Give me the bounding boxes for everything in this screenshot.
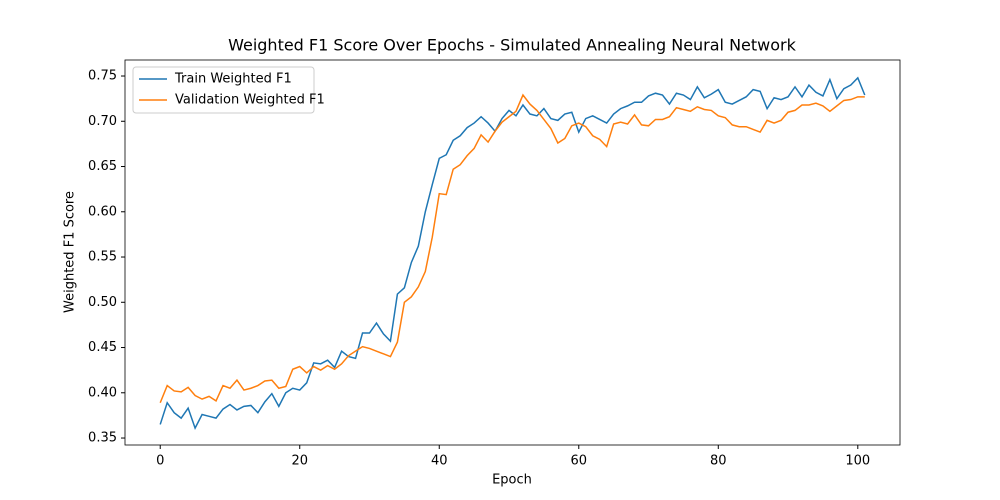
x-axis-label: Epoch bbox=[492, 473, 532, 488]
x-tick-label: 80 bbox=[710, 454, 727, 469]
x-tick-label: 20 bbox=[291, 454, 308, 469]
legend-label: Validation Weighted F1 bbox=[175, 93, 325, 108]
y-tick-label: 0.60 bbox=[88, 204, 117, 219]
y-tick-label: 0.35 bbox=[88, 431, 117, 446]
x-tick-label: 100 bbox=[845, 454, 870, 469]
legend-label: Train Weighted F1 bbox=[174, 72, 292, 87]
chart-title: Weighted F1 Score Over Epochs - Simulate… bbox=[228, 36, 797, 55]
legend-box bbox=[132, 66, 315, 114]
y-tick-label: 0.55 bbox=[88, 250, 117, 265]
x-tick-label: 60 bbox=[570, 454, 587, 469]
x-tick-label: 40 bbox=[431, 454, 448, 469]
y-axis-label: Weighted F1 Score bbox=[63, 191, 78, 313]
y-tick-label: 0.50 bbox=[88, 295, 117, 310]
x-tick-label: 0 bbox=[156, 454, 164, 469]
y-tick-label: 0.65 bbox=[88, 159, 117, 174]
y-tick-label: 0.40 bbox=[88, 385, 117, 400]
series-line bbox=[159, 93, 865, 404]
y-tick-label: 0.70 bbox=[88, 114, 117, 129]
y-tick-label: 0.75 bbox=[88, 69, 117, 84]
axes-frame bbox=[124, 59, 901, 446]
y-tick-label: 0.45 bbox=[88, 340, 117, 355]
